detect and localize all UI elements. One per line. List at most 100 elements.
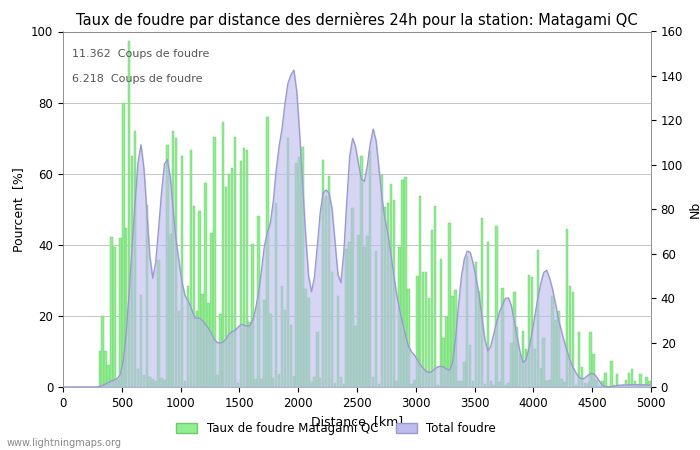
Bar xyxy=(278,374,280,387)
Bar xyxy=(481,218,483,387)
Bar xyxy=(378,384,380,387)
Bar xyxy=(216,375,218,387)
Bar xyxy=(460,382,463,387)
Bar xyxy=(643,386,645,387)
Bar xyxy=(234,137,236,387)
Bar xyxy=(178,311,181,387)
Bar xyxy=(395,381,398,387)
Bar xyxy=(190,149,192,387)
Bar xyxy=(478,292,480,387)
Bar xyxy=(522,331,524,387)
Bar xyxy=(319,378,321,387)
Bar xyxy=(422,272,424,387)
Bar xyxy=(107,365,110,387)
Bar xyxy=(354,327,357,387)
Bar xyxy=(237,382,239,387)
Bar xyxy=(442,338,445,387)
Bar xyxy=(369,151,372,387)
Bar xyxy=(307,297,309,387)
Bar xyxy=(160,378,162,387)
Bar xyxy=(310,382,313,387)
Bar xyxy=(631,369,633,387)
Bar xyxy=(589,333,592,387)
Bar xyxy=(496,226,498,387)
Bar xyxy=(298,157,301,387)
Bar xyxy=(563,382,566,387)
Bar xyxy=(346,249,348,387)
Bar xyxy=(131,156,133,387)
Bar xyxy=(340,377,342,387)
Bar xyxy=(449,223,451,387)
Bar xyxy=(437,385,439,387)
Bar xyxy=(175,138,177,387)
Bar xyxy=(516,327,519,387)
Bar xyxy=(275,203,277,387)
Bar xyxy=(398,248,401,387)
Bar xyxy=(548,380,551,387)
Bar xyxy=(610,361,612,387)
Bar xyxy=(357,235,360,387)
Bar xyxy=(269,314,272,387)
Bar xyxy=(466,256,468,387)
Bar xyxy=(146,205,148,387)
Bar xyxy=(613,385,615,387)
Bar xyxy=(640,374,642,387)
Bar xyxy=(169,234,172,387)
Bar xyxy=(472,382,475,387)
Bar xyxy=(542,338,545,387)
Bar xyxy=(349,242,351,387)
Bar xyxy=(134,131,136,387)
Bar xyxy=(351,208,354,387)
Bar xyxy=(111,238,113,387)
Bar xyxy=(616,374,618,387)
Bar xyxy=(372,377,375,387)
Bar xyxy=(225,187,228,387)
Bar xyxy=(533,349,536,387)
Bar xyxy=(584,383,586,387)
Bar xyxy=(199,211,201,387)
Y-axis label: Nb: Nb xyxy=(689,201,700,218)
Bar xyxy=(545,381,548,387)
Bar xyxy=(557,311,559,387)
Bar xyxy=(519,354,522,387)
Bar xyxy=(184,381,186,387)
Bar xyxy=(386,203,389,387)
Bar xyxy=(596,380,598,387)
Bar xyxy=(430,230,433,387)
Bar xyxy=(452,296,454,387)
Bar xyxy=(248,322,251,387)
Bar xyxy=(457,381,460,387)
Bar xyxy=(445,318,448,387)
Bar xyxy=(243,148,245,387)
Bar xyxy=(540,368,542,387)
Bar xyxy=(284,310,286,387)
Bar xyxy=(410,384,412,387)
Bar xyxy=(360,156,363,387)
Bar xyxy=(504,385,507,387)
Bar xyxy=(634,381,636,387)
Bar xyxy=(334,382,336,387)
Bar xyxy=(587,383,589,387)
Bar xyxy=(263,300,265,387)
Bar xyxy=(578,332,580,387)
Bar xyxy=(493,385,495,387)
Legend: Taux de foudre Matagami QC, Total foudre: Taux de foudre Matagami QC, Total foudre xyxy=(171,417,501,440)
Bar xyxy=(428,298,430,387)
Bar xyxy=(151,378,154,387)
Bar xyxy=(239,161,242,387)
Bar xyxy=(113,247,116,387)
Bar xyxy=(486,242,489,387)
Bar xyxy=(572,292,574,387)
Bar xyxy=(628,373,630,387)
Bar xyxy=(581,367,583,387)
Bar xyxy=(187,286,189,387)
Bar xyxy=(158,260,160,387)
Bar xyxy=(393,200,395,387)
Bar xyxy=(166,145,169,387)
Bar xyxy=(290,325,292,387)
Bar xyxy=(489,381,492,387)
Bar xyxy=(140,295,142,387)
Bar xyxy=(136,369,139,387)
Bar xyxy=(419,196,421,387)
Bar xyxy=(528,275,530,387)
